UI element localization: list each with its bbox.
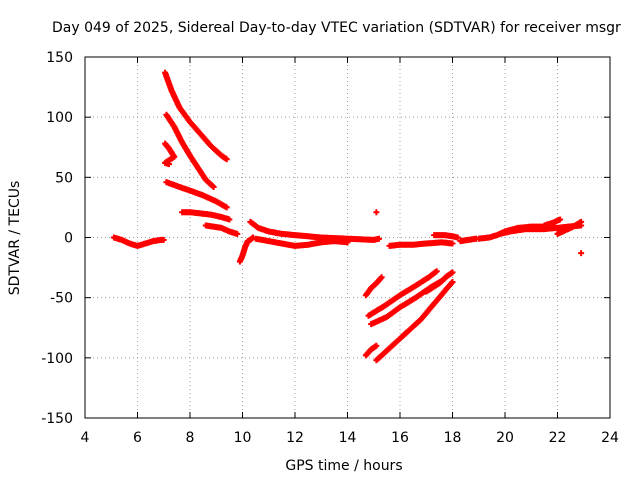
data-point [433, 268, 440, 275]
x-tick-label: 20 [496, 430, 514, 446]
series-track-dip-10h [236, 234, 256, 265]
y-tick-label: -50 [50, 291, 73, 307]
data-point [578, 218, 585, 225]
data-point [376, 235, 382, 242]
x-tick-label: 4 [81, 430, 90, 446]
x-tick-label: 10 [234, 430, 252, 446]
data-point [557, 216, 564, 223]
x-tick-label: 8 [186, 430, 195, 446]
x-tick-label: 18 [444, 430, 462, 446]
data-point [226, 216, 233, 223]
series-track-lower-falling [163, 179, 230, 211]
series-track-rising-e [373, 279, 456, 364]
data-point [373, 209, 380, 216]
y-tick-label: -100 [41, 351, 73, 367]
data-points [110, 69, 585, 364]
series-track-18-19 [457, 235, 480, 245]
data-point [454, 234, 461, 241]
x-tick-label: 16 [391, 430, 409, 446]
series-track-late-d [554, 218, 585, 237]
series-track-17-18 [431, 232, 461, 241]
series-track-rising-d [362, 342, 380, 359]
plot-frame [84, 56, 611, 419]
series-track-near-20 [179, 209, 233, 223]
y-tick-label: 0 [64, 231, 73, 247]
y-tick-label: 150 [46, 50, 73, 66]
series-track-16-18 [386, 239, 456, 249]
series-track-top-falling [162, 69, 230, 163]
series-track-rising-a [362, 274, 385, 299]
series-point-outlier-15h [373, 209, 380, 216]
data-point [449, 269, 456, 276]
series-track-flat-lower [252, 235, 351, 249]
series-track-flat-upper [247, 218, 382, 243]
data-point [160, 236, 167, 243]
data-point [166, 161, 172, 168]
x-tick-label: 14 [339, 430, 357, 446]
series-track-mid-falling [163, 111, 217, 190]
y-tick-label: 50 [55, 170, 73, 186]
y-axis-label: SDTVAR / TECUs [7, 181, 23, 296]
y-tick-label: 100 [46, 110, 73, 126]
data-point [223, 204, 230, 211]
series-track-near-10 [202, 222, 241, 237]
data-point [578, 250, 585, 257]
x-tick-label: 12 [286, 430, 304, 446]
series-track-late-c [541, 216, 564, 229]
data-point [373, 342, 380, 349]
tick-labels: 4 6 8 10 12 14 16 18 20 22 24 -150 -100 -50 0 50 100 150 [41, 50, 619, 446]
data-point [449, 279, 456, 286]
series-track-early [110, 234, 167, 249]
y-tick-label: -150 [41, 411, 73, 427]
x-tick-label: 6 [133, 430, 142, 446]
series-track-short-fragments [162, 140, 178, 168]
chart-title: Day 049 of 2025, Sidereal Day-to-day VTE… [52, 20, 621, 36]
x-tick-label: 24 [601, 430, 619, 446]
data-point [210, 183, 217, 190]
data-point [378, 274, 385, 281]
x-axis-label: GPS time / hours [285, 458, 402, 474]
data-point [344, 239, 351, 246]
series-track-rising-b [365, 268, 440, 319]
data-point [449, 240, 456, 247]
data-point [223, 156, 230, 163]
data-point [234, 230, 241, 237]
series-point-late-outlier [578, 250, 585, 257]
series-track-rising-f [423, 269, 456, 295]
x-tick-label: 22 [549, 430, 567, 446]
